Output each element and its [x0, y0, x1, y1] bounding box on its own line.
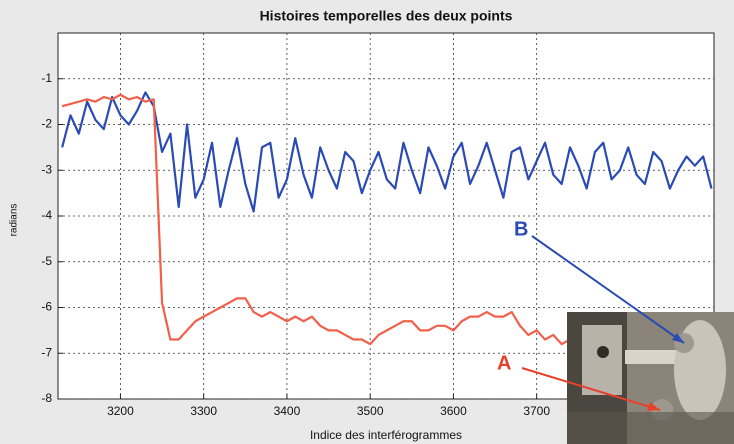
x-tick-label: 3400	[274, 404, 301, 418]
y-tick-label: -6	[41, 300, 52, 314]
y-tick-label: -7	[41, 345, 52, 359]
lines	[61, 91, 713, 346]
y-tick-label: -8	[41, 391, 52, 405]
x-tick-label: 3600	[440, 404, 467, 418]
x-tick-label: 3700	[523, 404, 550, 418]
arrow-head	[672, 333, 684, 343]
x-tick-label: 3200	[107, 404, 134, 418]
photo-part	[567, 412, 734, 444]
y-axis-label: radians	[9, 204, 20, 237]
arrow-b	[531, 235, 685, 344]
photo-part	[582, 325, 622, 395]
y-tick-label: -3	[41, 162, 52, 176]
chart-title: Histoires temporelles des deux points	[260, 8, 513, 24]
y-tick-label: -1	[41, 71, 52, 85]
arrow-head	[647, 402, 660, 411]
x-tick-label: 3300	[190, 404, 217, 418]
photo-part	[625, 350, 685, 364]
y-tick-label: -4	[41, 208, 52, 222]
y-tick-label: -5	[41, 254, 52, 268]
x-axis-label: Indice des interférogrammes	[310, 428, 462, 442]
photo-part	[597, 346, 609, 358]
series-line	[61, 93, 596, 346]
series-line	[61, 91, 713, 213]
annotations: B A	[497, 218, 685, 411]
x-tick-label: 3500	[357, 404, 384, 418]
inset-photo	[567, 312, 734, 444]
arrow-a	[521, 367, 661, 411]
annotation-a: A	[497, 352, 511, 374]
y-tick-label: -2	[41, 117, 52, 131]
annotation-b: B	[514, 218, 528, 240]
